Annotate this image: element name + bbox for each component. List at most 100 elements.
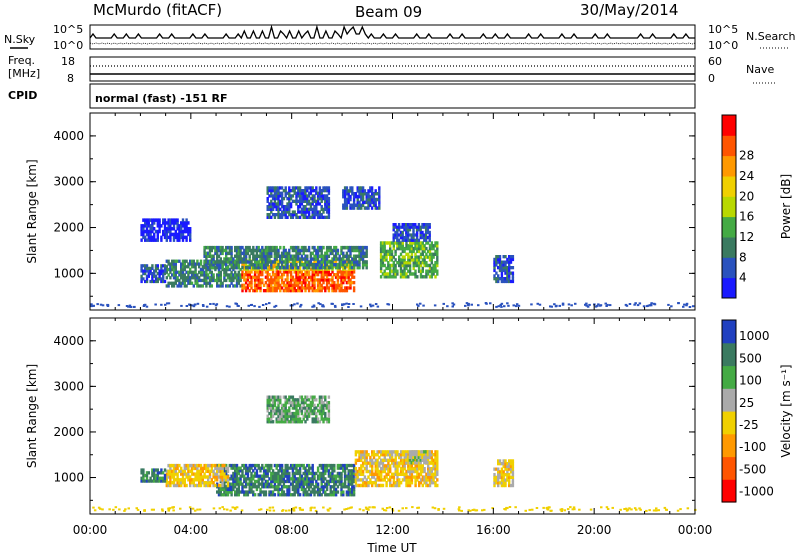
search-noise-line [89,42,696,45]
x-tick-label: 04:00 [174,523,209,537]
data-region-3 [203,245,368,270]
x-axis: 00:00 04:00 08:00 12:00 16:00 20:00 00:00 [73,523,713,537]
colorbar-tick-label: 8 [739,250,747,264]
freq-trace [90,65,695,75]
colorbar-tick-label: 500 [739,351,762,365]
x-tick-label: 16:00 [476,523,511,537]
data-region-6 [493,459,515,488]
x-tick-label: 00:00 [678,523,713,537]
panel-frame [89,112,696,311]
colorbar-swatch [722,342,736,367]
colorbar-tick-label: 12 [739,230,754,244]
colorbar-swatch [722,388,736,412]
y-tick-label: 3000 [53,379,84,393]
freq-panel [89,56,696,82]
freq-label: Freq. [8,54,35,67]
near-range-scatter [90,302,695,308]
nsearch-label: N.Search [746,30,796,43]
nsky-label: N.Sky [4,33,36,46]
colorbar-tick-label: -100 [739,440,766,454]
colorbar-tick-label: -500 [739,462,766,476]
y-axis-title: Slant Range [km] [25,364,39,468]
freq-unit-label: [MHz] [8,67,40,80]
colorbar-tick-label: 4 [739,271,747,285]
colorbar-tick-label: 28 [739,149,754,163]
nave-label: Nave [746,63,774,76]
data-region-0 [165,259,242,288]
data-region-9 [140,218,192,242]
colorbar-swatch [722,115,736,136]
colorbar-swatch [722,456,736,480]
y-axis-title: Slant Range [km] [25,159,39,263]
nave-right-top: 60 [708,55,722,68]
y-tick-label: 1000 [53,471,84,485]
velocity-panel: 1000 2000 3000 4000 Slant Range [km] 1000 500 1… [25,317,793,515]
colorbar-swatch [722,237,736,258]
colorbar-tick-label: -1000 [739,485,774,499]
colorbar-swatch [722,155,736,177]
date-title: 30/May/2014 [580,1,678,19]
near-range-scatter [92,506,697,512]
beam-title: Beam 09 [355,3,422,21]
data-region-7 [342,186,381,210]
data-region-4 [379,241,439,279]
y-tick-label: 3000 [53,175,84,189]
cpid-panel [89,83,696,109]
colorbar-swatch [722,433,736,458]
x-tick-label: 00:00 [73,523,108,537]
data-region-4 [405,450,431,465]
power-panel: 1000 2000 3000 4000 Slant Range [km] 4 8 12 16 20… [25,112,793,311]
colorbar-swatch [722,320,736,344]
freq-left-top: 18 [61,55,75,68]
colorbar-title: Velocity [m s⁻¹] [779,364,793,457]
colorbar-frame [721,319,737,503]
data-region-5 [392,223,431,242]
colorbar-tick-label: 1000 [739,329,770,343]
colorbar-swatch [722,196,736,218]
colorbar-swatch [722,216,736,238]
colorbar-tick-label: 24 [739,169,754,183]
noise-right-top: 10^5 [708,23,738,36]
data-region-2 [165,463,230,488]
data-region-6 [266,186,331,219]
colorbar-swatch [722,365,736,389]
colorbar-tick-label: 16 [739,210,754,224]
data-region-3 [140,468,167,483]
y-tick-label: 2000 [53,425,84,439]
sky-noise-line [89,24,695,40]
data-region-1 [140,264,167,284]
x-tick-label: 12:00 [375,523,410,537]
noise-right-bottom: 10^0 [708,39,738,52]
x-axis-title: Time UT [366,541,417,554]
colorbar-tick-label: -25 [739,418,759,432]
data-region-5 [266,395,331,424]
colorbar-tick-label: 25 [739,396,754,410]
nave-right-bottom: 0 [708,72,715,85]
station-title: McMurdo (fitACF) [93,1,222,19]
freq-left-bottom: 8 [67,72,74,85]
colorbar-swatch [722,479,736,503]
colorbar-title: Power [dB] [779,174,793,239]
cpid-label: CPID [8,89,37,102]
y-tick-label: 4000 [53,334,84,348]
colorbar-swatch [722,277,736,299]
colorbar-swatch [722,257,736,279]
x-tick-label: 20:00 [577,523,612,537]
data-region-0 [216,463,356,497]
colorbar-swatch [722,176,736,197]
x-tick-label: 08:00 [274,523,309,537]
colorbar-swatch [722,411,736,435]
y-tick-label: 1000 [53,266,84,280]
colorbar-tick-label: 20 [739,189,754,203]
data-region-8 [493,255,515,284]
noise-left-bottom: 10^0 [53,39,83,52]
colorbar-tick-label: 100 [739,374,762,388]
noise-left-top: 10^5 [53,23,83,36]
y-tick-label: 4000 [53,129,84,143]
y-tick-label: 2000 [53,221,84,235]
noise-trace [89,24,696,45]
cpid-value: normal (fast) -151 RF [95,92,228,105]
data-region-1 [354,450,439,488]
colorbar-swatch [722,135,736,157]
